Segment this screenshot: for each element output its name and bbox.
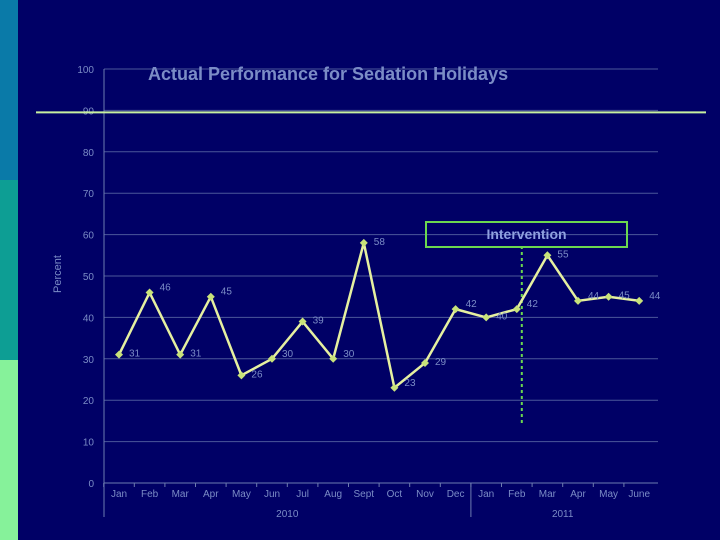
- intervention-label: Intervention: [425, 221, 628, 248]
- x-tick-label: May: [599, 489, 618, 500]
- data-label: 44: [588, 291, 600, 302]
- data-label: 39: [313, 316, 325, 327]
- data-label: 44: [649, 291, 661, 302]
- data-point: [115, 350, 123, 359]
- x-tick-label: Oct: [387, 489, 403, 500]
- y-tick-label: 80: [83, 148, 95, 159]
- data-point: [574, 296, 582, 305]
- data-label: 23: [404, 378, 416, 389]
- data-label: 26: [251, 369, 263, 380]
- data-label: 31: [129, 349, 141, 360]
- y-tick-label: 0: [88, 479, 94, 490]
- x-tick-label: Aug: [324, 489, 342, 500]
- x-tick-label: Jan: [111, 489, 127, 500]
- y-axis-label: Percent: [52, 255, 64, 293]
- data-point: [237, 371, 246, 380]
- data-point: [451, 305, 460, 314]
- x-tick-label: June: [628, 489, 650, 500]
- decor-stripe-middle: [0, 180, 18, 360]
- data-label: 31: [190, 349, 202, 360]
- y-tick-label: 40: [83, 313, 95, 324]
- data-point: [359, 238, 368, 247]
- decor-stripe-top: [0, 0, 18, 180]
- data-label: 42: [466, 299, 478, 310]
- data-point: [298, 317, 307, 326]
- y-tick-label: 30: [83, 355, 95, 366]
- x-tick-label: Mar: [539, 489, 557, 500]
- y-tick-label: 50: [83, 272, 95, 283]
- x-tick-label: Jul: [296, 489, 309, 500]
- data-point: [543, 251, 552, 260]
- data-point: [145, 288, 154, 297]
- year-label: 2010: [276, 509, 299, 520]
- decor-stripe-bottom: [0, 360, 18, 540]
- x-tick-label: Nov: [416, 489, 434, 500]
- x-tick-label: Jun: [264, 489, 280, 500]
- data-label: 58: [374, 237, 386, 248]
- x-tick-label: Mar: [172, 489, 190, 500]
- x-tick-label: Jan: [478, 489, 494, 500]
- data-label: 42: [527, 299, 539, 310]
- data-point: [329, 354, 338, 363]
- data-point: [482, 313, 491, 322]
- x-tick-label: Apr: [570, 489, 586, 500]
- data-point: [421, 358, 429, 367]
- y-tick-label: 10: [83, 438, 95, 449]
- data-point: [604, 292, 613, 301]
- x-tick-label: Sept: [354, 489, 375, 500]
- y-tick-label: 70: [83, 189, 95, 200]
- x-tick-label: May: [232, 489, 251, 500]
- data-point: [268, 354, 276, 363]
- data-label: 55: [557, 249, 569, 260]
- year-label: 2011: [552, 509, 574, 520]
- data-point: [635, 296, 644, 305]
- y-tick-label: 20: [83, 396, 95, 407]
- y-tick-label: 100: [77, 65, 94, 76]
- data-point: [512, 305, 521, 314]
- data-label: 46: [160, 283, 172, 294]
- y-tick-label: 60: [83, 231, 95, 242]
- data-point: [176, 350, 185, 359]
- data-label: 45: [221, 287, 233, 298]
- data-point: [390, 383, 399, 392]
- chart-title: Actual Performance for Sedation Holidays: [148, 64, 509, 84]
- data-label: 45: [619, 291, 631, 302]
- data-label: 30: [343, 349, 355, 360]
- x-tick-label: Apr: [203, 489, 219, 500]
- series-line: [117, 242, 640, 391]
- x-tick-label: Feb: [508, 489, 526, 500]
- data-label: 29: [435, 357, 447, 368]
- x-tick-label: Feb: [141, 489, 159, 500]
- data-point: [206, 292, 215, 301]
- data-label: 30: [282, 349, 294, 360]
- data-label: 40: [496, 311, 508, 322]
- x-tick-label: Dec: [447, 489, 465, 500]
